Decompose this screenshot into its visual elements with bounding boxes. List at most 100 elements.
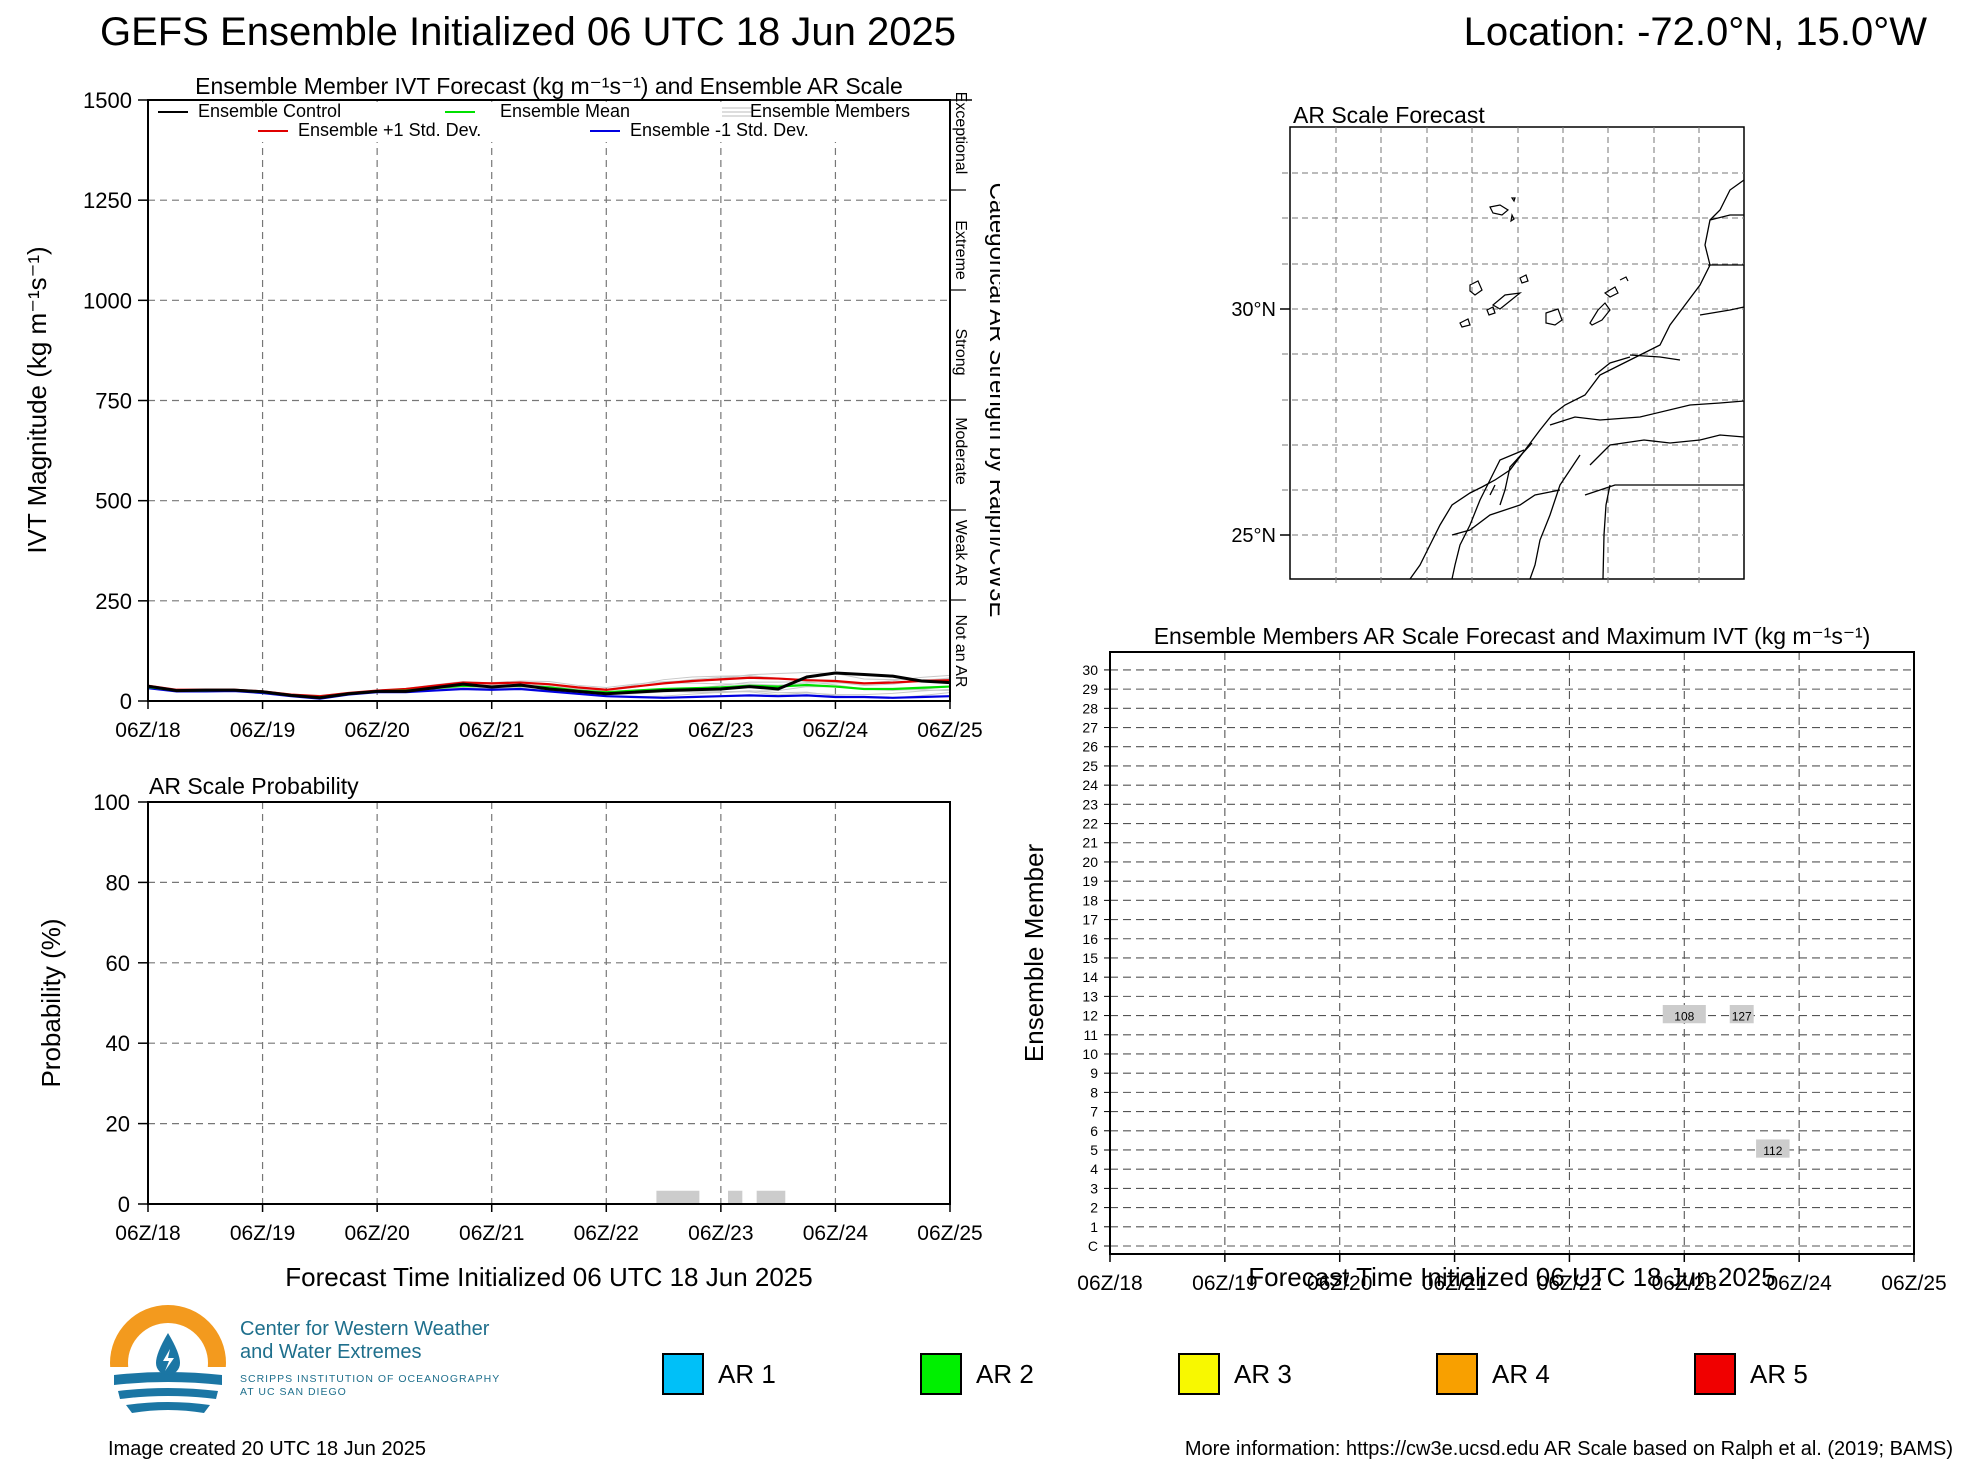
x-tick-label: 06Z/25 xyxy=(1881,1272,1946,1295)
lat-label: 25°N xyxy=(1231,525,1276,547)
y-tick-label: 60 xyxy=(106,951,130,976)
ivt-chart-title: Ensemble Member IVT Forecast (kg m⁻¹s⁻¹)… xyxy=(195,73,903,99)
x-tick-label: 06Z/22 xyxy=(1537,1272,1602,1295)
ar-legend-swatch xyxy=(1436,1353,1478,1395)
y-tick-label: 100 xyxy=(93,790,130,815)
logo-org-name: Center for Western Weather and Water Extr… xyxy=(240,1318,490,1363)
members-chart-title: Ensemble Members AR Scale Forecast and M… xyxy=(1154,623,1871,649)
members-plot-frame xyxy=(1109,651,1915,1255)
member-label: 11 xyxy=(1083,1027,1098,1043)
legend-control-label: Ensemble Control xyxy=(198,101,341,121)
x-tick-label: 06Z/18 xyxy=(115,719,180,742)
ar-legend-swatch xyxy=(662,1353,704,1395)
member-label: 30 xyxy=(1082,662,1098,678)
page-title: GEFS Ensemble Initialized 06 UTC 18 Jun … xyxy=(100,10,956,54)
prob-y-axis-title: Probability (%) xyxy=(36,918,66,1087)
x-tick-label: 06Z/25 xyxy=(917,1222,982,1245)
x-tick-label: 06Z/19 xyxy=(1192,1272,1257,1295)
ar-legend-swatch xyxy=(920,1353,962,1395)
map-coastlines xyxy=(1409,179,1745,580)
x-tick-label: 06Z/21 xyxy=(459,1222,524,1245)
member-max-ivt-label: 108 xyxy=(1674,1010,1694,1024)
member-label: 8 xyxy=(1090,1084,1098,1100)
probability-bar xyxy=(728,1190,743,1204)
map-title: AR Scale Forecast xyxy=(1293,102,1485,128)
x-tick-label: 06Z/18 xyxy=(1077,1272,1142,1295)
series-ensemble-control xyxy=(147,671,951,700)
ar-category-label: Extreme xyxy=(952,220,969,280)
member-max-ivt-label: 112 xyxy=(1763,1144,1782,1158)
ivt-y-axis-title: IVT Magnitude (kg m⁻¹s⁻¹) xyxy=(22,246,52,553)
legend-plus-label: Ensemble +1 Std. Dev. xyxy=(298,120,481,140)
member-label: 15 xyxy=(1082,950,1098,966)
x-tick-label: 06Z/18 xyxy=(115,1222,180,1245)
ar-category-label: Strong xyxy=(952,328,969,375)
x-tick-label: 06Z/20 xyxy=(344,719,409,742)
member-ar-cell xyxy=(1756,1139,1790,1158)
probability-chart: 0 20 40 60 80 100 06Z/18 06Z/19 06Z/20 06Z/21 06Z… xyxy=(36,773,983,1292)
ar-category-label: Moderate xyxy=(952,417,969,485)
logo-waves xyxy=(114,1372,222,1413)
member-label: 9 xyxy=(1090,1065,1098,1081)
member-label: 26 xyxy=(1082,739,1098,755)
x-tick-label: 06Z/24 xyxy=(803,719,869,742)
ar-legend-item: AR 4 xyxy=(1436,1353,1550,1395)
member-label: 29 xyxy=(1082,681,1098,697)
member-label: 6 xyxy=(1090,1123,1098,1139)
ar-legend-label: AR 5 xyxy=(1750,1358,1808,1389)
ar-legend-item: AR 5 xyxy=(1694,1353,1808,1395)
member-label: 12 xyxy=(1082,1008,1098,1024)
x-tick-label: 06Z/24 xyxy=(1766,1272,1832,1295)
x-tick-label: 06Z/21 xyxy=(459,719,524,742)
logo-institution: SCRIPPS INSTITUTION OF OCEANOGRAPHY AT UC… xyxy=(240,1373,501,1398)
y-tick-label: 1250 xyxy=(83,188,132,213)
x-tick-label: 06Z/20 xyxy=(1307,1272,1372,1295)
y-tick-label: 500 xyxy=(95,489,132,514)
legend-members-swatch xyxy=(722,107,752,117)
ar-category-label: Exceptional xyxy=(952,92,969,175)
member-max-ivt-label: 127 xyxy=(1732,1010,1752,1024)
y-tick-label: 1500 xyxy=(83,88,132,113)
ar-legend-label: AR 4 xyxy=(1492,1358,1550,1389)
map-islands xyxy=(1459,197,1629,328)
y-tick-label: 80 xyxy=(106,870,130,895)
member-ar-cell xyxy=(1729,1005,1754,1024)
member-label: 18 xyxy=(1082,892,1098,908)
member-label: 4 xyxy=(1090,1161,1098,1177)
ivt-chart: 0 250 500 750 1000 1250 1500 06Z/18 06Z/19 06Z/2… xyxy=(22,73,1000,742)
x-tick-label: 06Z/19 xyxy=(230,1222,295,1245)
cw3e-logo xyxy=(108,1305,228,1423)
probability-bar xyxy=(656,1190,700,1204)
y-tick-label: 1000 xyxy=(83,288,132,313)
ar-legend-item: AR 3 xyxy=(1178,1353,1292,1395)
member-label: 23 xyxy=(1082,796,1098,812)
lat-label: 30°N xyxy=(1231,299,1276,321)
member-label: 5 xyxy=(1090,1142,1098,1158)
legend-minus-label: Ensemble -1 Std. Dev. xyxy=(630,120,809,140)
member-label: 1 xyxy=(1090,1219,1098,1235)
y-tick-label: 40 xyxy=(106,1031,130,1056)
member-label: 16 xyxy=(1082,931,1098,947)
member-label: 24 xyxy=(1082,777,1098,793)
x-tick-label: 06Z/23 xyxy=(688,719,753,742)
x-tick-label: 06Z/19 xyxy=(230,719,295,742)
y-tick-label: 20 xyxy=(106,1112,130,1137)
lightning-icon xyxy=(163,1349,174,1371)
legend-mean-label: Ensemble Mean xyxy=(500,101,630,121)
image-created-note: Image created 20 UTC 18 Jun 2025 xyxy=(108,1438,426,1460)
ar-strength-axis-title: Categorical AR Strength by Ralph/CW3E xyxy=(984,183,1000,618)
member-label: 20 xyxy=(1082,854,1098,870)
member-label: 2 xyxy=(1090,1200,1098,1216)
x-tick-label: 06Z/20 xyxy=(344,1222,409,1245)
ar-category-label: Not an AR xyxy=(952,615,969,688)
members-x-axis-title: Forecast Time Initialized 06 UTC 18 Jun … xyxy=(1248,1262,1775,1292)
map-frame xyxy=(1289,126,1745,580)
ar-legend-label: AR 1 xyxy=(718,1358,776,1389)
ivt-legend: Ensemble Control Ensemble Mean Ensemble … xyxy=(150,101,946,142)
x-tick-label: 06Z/23 xyxy=(688,1222,753,1245)
prob-plot-frame xyxy=(147,801,951,1205)
x-tick-label: 06Z/23 xyxy=(1652,1272,1717,1295)
y-tick-label: 750 xyxy=(95,389,132,414)
x-tick-label: 06Z/25 xyxy=(917,719,982,742)
